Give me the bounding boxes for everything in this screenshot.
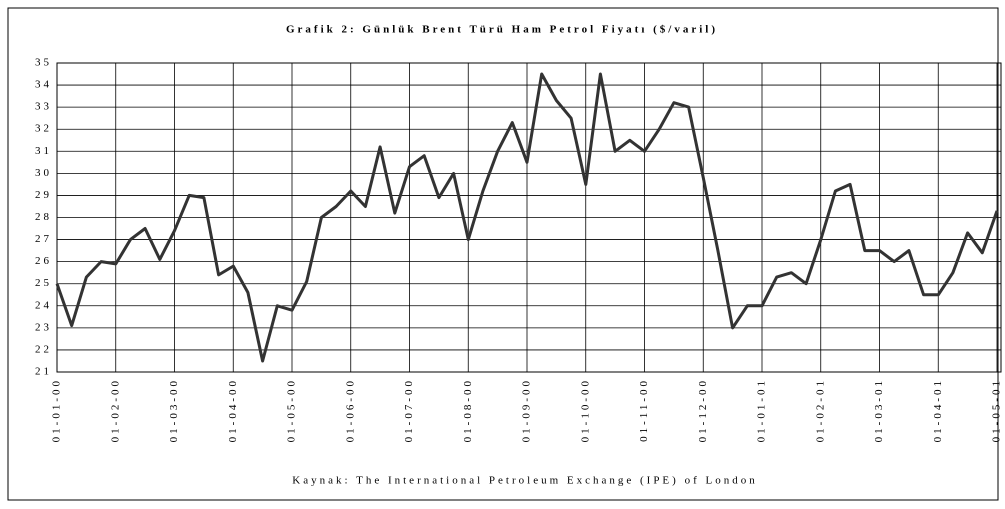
chart-title: Grafik 2: Günlük Brent Türü Ham Petrol F… [286, 24, 718, 36]
y-tick-label: 32 [35, 123, 52, 135]
x-tick-label: 01-05-01 [991, 378, 1003, 442]
y-tick-label: 28 [35, 211, 52, 223]
y-tick-label: 25 [35, 277, 52, 289]
x-tick-label: 01-04-01 [932, 378, 944, 442]
x-tick-label: 01-12-00 [697, 378, 709, 442]
y-tick-label: 21 [35, 366, 52, 378]
x-tick-label: 01-10-00 [579, 378, 591, 442]
y-tick-label: 35 [35, 57, 52, 69]
x-tick-label: 01-02-01 [814, 378, 826, 442]
x-tick-label: 01-06-00 [344, 378, 356, 442]
x-tick-label: 01-07-00 [403, 378, 415, 442]
y-tick-label: 29 [35, 189, 52, 201]
y-tick-label: 33 [35, 101, 52, 113]
x-tick-label: 01-03-00 [168, 378, 180, 442]
x-tick-label: 01-09-00 [521, 378, 533, 442]
y-tick-label: 27 [35, 233, 52, 245]
y-tick-label: 22 [35, 343, 52, 355]
y-tick-label: 30 [35, 167, 52, 179]
x-tick-label: 01-02-00 [109, 378, 121, 442]
x-tick-label: 01-05-00 [286, 378, 298, 442]
price-line [55, 72, 999, 363]
x-tick-label: 01-01-00 [51, 378, 63, 442]
y-tick-label: 31 [35, 145, 52, 157]
y-tick-label: 23 [35, 321, 52, 333]
frame [7, 7, 999, 501]
y-tick-label: 24 [35, 299, 52, 311]
x-tick-label: 01-03-01 [873, 378, 885, 442]
x-tick-label: 01-08-00 [462, 378, 474, 442]
x-tick-label: 01-11-00 [638, 378, 650, 442]
source-note: Kaynak: The International Petroleum Exch… [292, 475, 757, 487]
x-tick-label: 01-04-00 [227, 378, 239, 442]
x-tick-label: 01-01-01 [756, 378, 768, 442]
y-tick-label: 34 [35, 79, 52, 91]
y-tick-label: 26 [35, 255, 52, 267]
